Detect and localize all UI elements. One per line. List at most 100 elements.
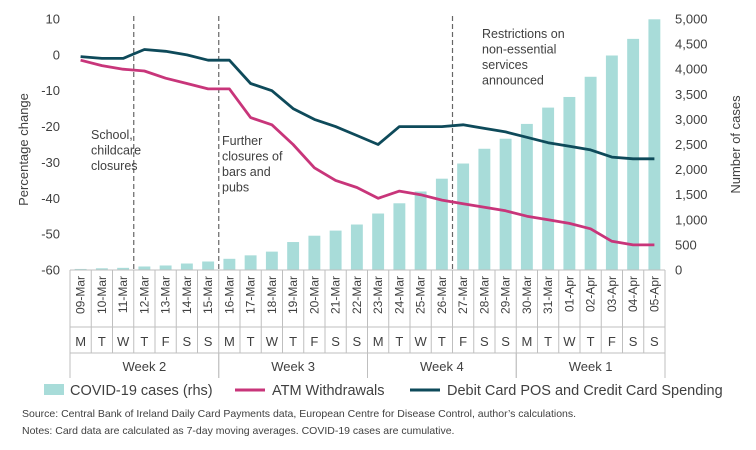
y2-tick-label: 0 (675, 263, 682, 278)
x-tick-label: 28-Mar (477, 276, 491, 314)
notes-note: Notes: Card data are calculated as 7-day… (22, 425, 454, 437)
y2-tick-label: 5,000 (675, 12, 708, 27)
y-tick-label: -10 (41, 83, 60, 98)
annotation-text: Further closures of bars and pubs (222, 134, 283, 195)
y2-tick-label: 1,500 (675, 187, 708, 202)
x-tick-label: 18-Mar (265, 276, 279, 314)
y2-tick-label: 500 (675, 237, 697, 252)
covid-bar (414, 191, 427, 270)
day-label: M (75, 334, 86, 349)
y-tick-label: -20 (41, 119, 60, 134)
covid-bar (265, 251, 278, 270)
covid-bar (350, 224, 363, 270)
y2-tick-label: 2,000 (675, 162, 708, 177)
y-tick-label: -60 (41, 263, 60, 278)
x-tick-label: 19-Mar (286, 276, 300, 314)
y-tick-label: -30 (41, 155, 60, 170)
annotation-text: School, childcare closures (91, 128, 141, 173)
covid-bar (244, 255, 257, 270)
covid-bar (542, 107, 555, 270)
x-tick-label: 16-Mar (222, 276, 236, 314)
day-label: M (521, 334, 532, 349)
day-label: F (608, 334, 616, 349)
covid-bar (499, 138, 512, 270)
covid-bar (435, 178, 448, 270)
day-label: S (480, 334, 489, 349)
covid-bar (95, 268, 108, 270)
covid-bar (329, 230, 342, 270)
day-label: T (438, 334, 446, 349)
covid-bar (605, 55, 618, 271)
x-tick-label: 20-Mar (307, 276, 321, 314)
x-tick-label: 10-Mar (95, 276, 109, 314)
covid-bar (308, 235, 321, 270)
x-tick-label: 27-Mar (456, 276, 470, 314)
line-atm-withdrawals (80, 58, 655, 247)
line-debit-card-pos-and-credit-card-spending (80, 48, 655, 161)
day-label: T (289, 334, 297, 349)
source-note: Source: Central Bank of Ireland Daily Ca… (22, 408, 576, 420)
annotation-lines (133, 16, 454, 270)
x-tick-label: 24-Mar (392, 276, 406, 314)
x-tick-label: 05-Apr (647, 276, 661, 312)
covid-bar (393, 203, 406, 270)
week-label: Week 2 (122, 359, 166, 374)
day-label: W (414, 334, 427, 349)
legend-label: ATM Withdrawals (272, 383, 385, 399)
day-label: S (501, 334, 510, 349)
covid-bar (627, 38, 640, 271)
day-label: T (587, 334, 595, 349)
x-tick-label: 31-Mar (541, 276, 555, 314)
legend-label: Debit Card POS and Credit Card Spending (447, 383, 723, 399)
day-label: T (98, 334, 106, 349)
x-tick-label: 01-Apr (562, 276, 576, 312)
x-tick-label: 17-Mar (244, 276, 258, 314)
y2-tick-label: 1,000 (675, 212, 708, 227)
week-label: Week 3 (271, 359, 315, 374)
day-label: S (331, 334, 340, 349)
day-label: T (395, 334, 403, 349)
legend-label: COVID-19 cases (rhs) (70, 383, 213, 399)
covid-bar (223, 258, 236, 270)
day-label: F (310, 334, 318, 349)
legend-swatch-covid (44, 384, 64, 395)
covid-bar (74, 268, 87, 270)
covid-bar (202, 261, 215, 270)
x-tick-label: 09-Mar (74, 276, 88, 314)
covid-bar (520, 123, 533, 270)
y2-tick-label: 3,500 (675, 87, 708, 102)
bar-series-covid (74, 19, 661, 271)
x-tick-label: 30-Mar (520, 276, 534, 314)
x-tick-label: 13-Mar (159, 276, 173, 314)
day-label: F (162, 334, 170, 349)
y-tick-label: -40 (41, 191, 60, 206)
y2-axis-title: Number of cases (728, 95, 743, 194)
covid-bar (457, 163, 470, 270)
x-tick-label: 02-Apr (584, 276, 598, 312)
covid-bar (287, 242, 300, 270)
y2-tick-label: 4,000 (675, 62, 708, 77)
day-label: W (563, 334, 576, 349)
covid-bar (563, 96, 576, 270)
x-tick-label: 14-Mar (180, 276, 194, 314)
day-label: S (629, 334, 638, 349)
day-label: T (247, 334, 255, 349)
day-label: M (224, 334, 235, 349)
y-tick-label: 10 (46, 12, 60, 27)
covid-bar (372, 213, 385, 270)
week-label: Week 1 (569, 359, 613, 374)
covid-bar (138, 266, 151, 270)
day-label: F (459, 334, 467, 349)
x-tick-label: 23-Mar (371, 276, 385, 314)
day-label: M (373, 334, 384, 349)
x-tick-label: 12-Mar (137, 276, 151, 314)
x-tick-label: 25-Mar (414, 276, 428, 314)
x-tick-label: 03-Apr (605, 276, 619, 312)
x-tick-label: 15-Mar (201, 276, 215, 314)
day-label: S (204, 334, 213, 349)
covid-bar (180, 263, 193, 270)
y2-tick-label: 3,000 (675, 112, 708, 127)
day-label: T (544, 334, 552, 349)
y2-tick-label: 2,500 (675, 137, 708, 152)
x-tick-label: 04-Apr (626, 276, 640, 312)
